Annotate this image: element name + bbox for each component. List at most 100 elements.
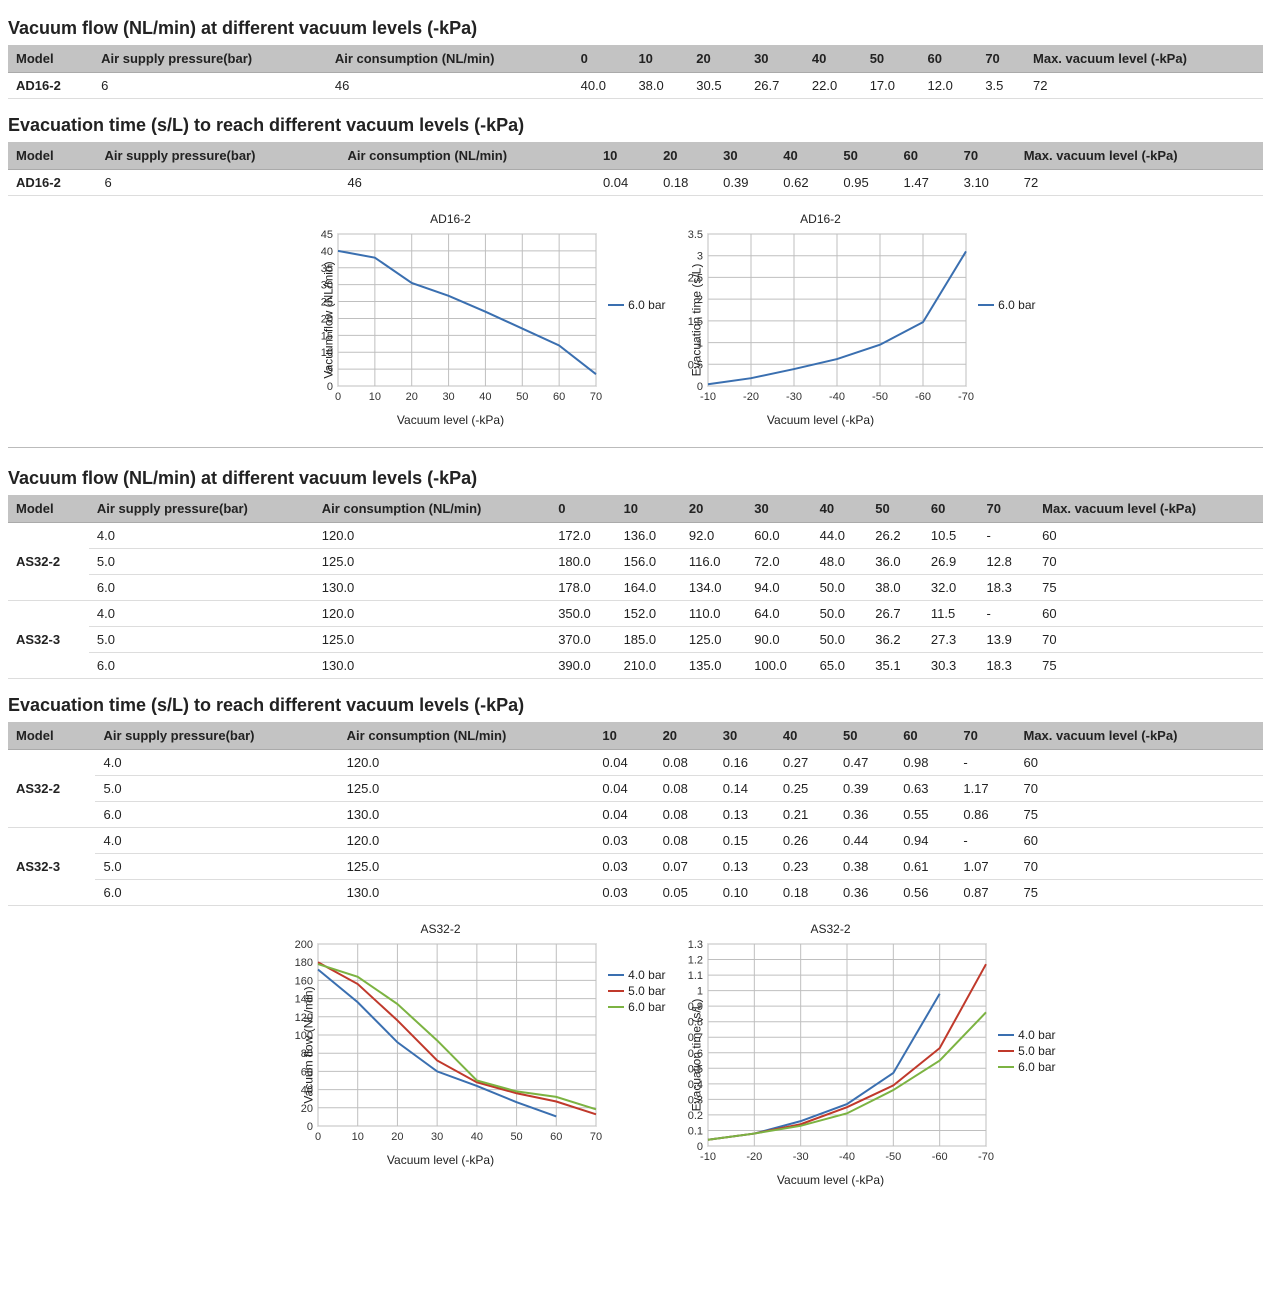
value-cell: 120.0 <box>314 523 550 549</box>
svg-text:70: 70 <box>589 391 601 403</box>
value-cell: 0.04 <box>595 170 655 196</box>
value-cell: 0.56 <box>895 880 955 906</box>
value-cell: 164.0 <box>616 575 681 601</box>
value-cell: 130.0 <box>314 653 550 679</box>
value-cell: 0.14 <box>715 776 775 802</box>
value-cell: 38.0 <box>867 575 923 601</box>
value-cell: 75 <box>1016 880 1264 906</box>
value-cell: 27.3 <box>923 627 979 653</box>
value-cell: 30.3 <box>923 653 979 679</box>
column-header: Model <box>8 495 89 523</box>
table-row: 6.0130.00.030.050.100.180.360.560.8775 <box>8 880 1263 906</box>
section3-table: ModelAir supply pressure(bar)Air consump… <box>8 495 1263 679</box>
value-cell: 17.0 <box>862 73 920 99</box>
ad16-flow-title: AD16-2 <box>296 212 606 226</box>
value-cell: 0.27 <box>775 750 835 776</box>
value-cell: 0.23 <box>775 854 835 880</box>
as32-flow-ylabel: Vacuum flow (NL/min) <box>301 986 315 1103</box>
table-row: AS32-34.0120.00.030.080.150.260.440.94-6… <box>8 828 1263 854</box>
table-row: 6.0130.0178.0164.0134.094.050.038.032.01… <box>8 575 1263 601</box>
value-cell: 136.0 <box>616 523 681 549</box>
value-cell: 48.0 <box>812 549 868 575</box>
value-cell: 50.0 <box>812 575 868 601</box>
svg-text:0.2: 0.2 <box>687 1110 702 1122</box>
value-cell: 125.0 <box>314 627 550 653</box>
value-cell: 3.10 <box>956 170 1016 196</box>
legend-label: 4.0 bar <box>1018 1028 1055 1042</box>
table-row: AS32-24.0120.00.040.080.160.270.470.98-6… <box>8 750 1263 776</box>
legend-label: 5.0 bar <box>1018 1044 1055 1058</box>
value-cell: 75 <box>1016 802 1264 828</box>
value-cell: 26.9 <box>923 549 979 575</box>
value-cell: 36.2 <box>867 627 923 653</box>
value-cell: 46 <box>339 170 595 196</box>
value-cell: 0.94 <box>895 828 955 854</box>
column-header: Max. vacuum level (-kPa) <box>1034 495 1263 523</box>
value-cell: 26.2 <box>867 523 923 549</box>
svg-text:-50: -50 <box>885 1151 901 1163</box>
value-cell: 3.5 <box>977 73 1025 99</box>
svg-text:-40: -40 <box>839 1151 855 1163</box>
column-header: Air supply pressure(bar) <box>89 495 314 523</box>
value-cell: 12.8 <box>979 549 1035 575</box>
value-cell: 36.0 <box>867 549 923 575</box>
value-cell: 70 <box>1034 627 1263 653</box>
as32-flow-xlabel: Vacuum level (-kPa) <box>276 1153 606 1167</box>
value-cell: 120.0 <box>339 750 595 776</box>
table-row: 5.0125.0180.0156.0116.072.048.036.026.91… <box>8 549 1263 575</box>
value-cell: 180.0 <box>550 549 615 575</box>
value-cell: 0.16 <box>715 750 775 776</box>
model-cell: AD16-2 <box>8 73 93 99</box>
value-cell: 70 <box>1034 549 1263 575</box>
section1-table: ModelAir supply pressure(bar)Air consump… <box>8 45 1263 99</box>
value-cell: 6 <box>96 170 339 196</box>
svg-text:60: 60 <box>550 1131 562 1143</box>
value-cell: 0.18 <box>655 170 715 196</box>
value-cell: 134.0 <box>681 575 746 601</box>
legend-swatch <box>608 974 624 976</box>
column-header: 20 <box>688 45 746 73</box>
value-cell: 0.87 <box>955 880 1015 906</box>
section2-title: Evacuation time (s/L) to reach different… <box>8 115 1263 136</box>
column-header: 50 <box>862 45 920 73</box>
svg-text:200: 200 <box>294 939 312 951</box>
svg-text:-40: -40 <box>829 391 845 403</box>
value-cell: 0.26 <box>775 828 835 854</box>
column-header: 30 <box>746 495 811 523</box>
value-cell: 50.0 <box>812 627 868 653</box>
value-cell: 44.0 <box>812 523 868 549</box>
value-cell: 0.05 <box>655 880 715 906</box>
value-cell: 125.0 <box>339 776 595 802</box>
svg-text:20: 20 <box>300 1103 312 1115</box>
column-header: Air consumption (NL/min) <box>314 495 550 523</box>
svg-text:20: 20 <box>405 391 417 403</box>
value-cell: 5.0 <box>89 549 314 575</box>
column-header: 70 <box>979 495 1035 523</box>
value-cell: 90.0 <box>746 627 811 653</box>
legend-swatch <box>998 1066 1014 1068</box>
value-cell: 120.0 <box>314 601 550 627</box>
value-cell: 0.86 <box>955 802 1015 828</box>
svg-text:3: 3 <box>696 251 702 263</box>
legend-swatch <box>608 1006 624 1008</box>
svg-text:60: 60 <box>553 391 565 403</box>
value-cell: 64.0 <box>746 601 811 627</box>
value-cell: - <box>955 828 1015 854</box>
svg-text:0: 0 <box>314 1131 320 1143</box>
svg-text:45: 45 <box>320 229 332 241</box>
svg-text:20: 20 <box>391 1131 403 1143</box>
value-cell: 0.15 <box>715 828 775 854</box>
model-cell: AS32-3 <box>8 828 95 906</box>
value-cell: 10.5 <box>923 523 979 549</box>
value-cell: 1.47 <box>896 170 956 196</box>
value-cell: 5.0 <box>89 627 314 653</box>
svg-text:30: 30 <box>431 1131 443 1143</box>
value-cell: 6 <box>93 73 327 99</box>
value-cell: 0.25 <box>775 776 835 802</box>
value-cell: - <box>979 601 1035 627</box>
value-cell: 152.0 <box>616 601 681 627</box>
legend-item: 6.0 bar <box>608 1000 665 1014</box>
svg-text:3.5: 3.5 <box>687 229 702 241</box>
svg-text:1.3: 1.3 <box>687 939 702 951</box>
svg-text:50: 50 <box>510 1131 522 1143</box>
